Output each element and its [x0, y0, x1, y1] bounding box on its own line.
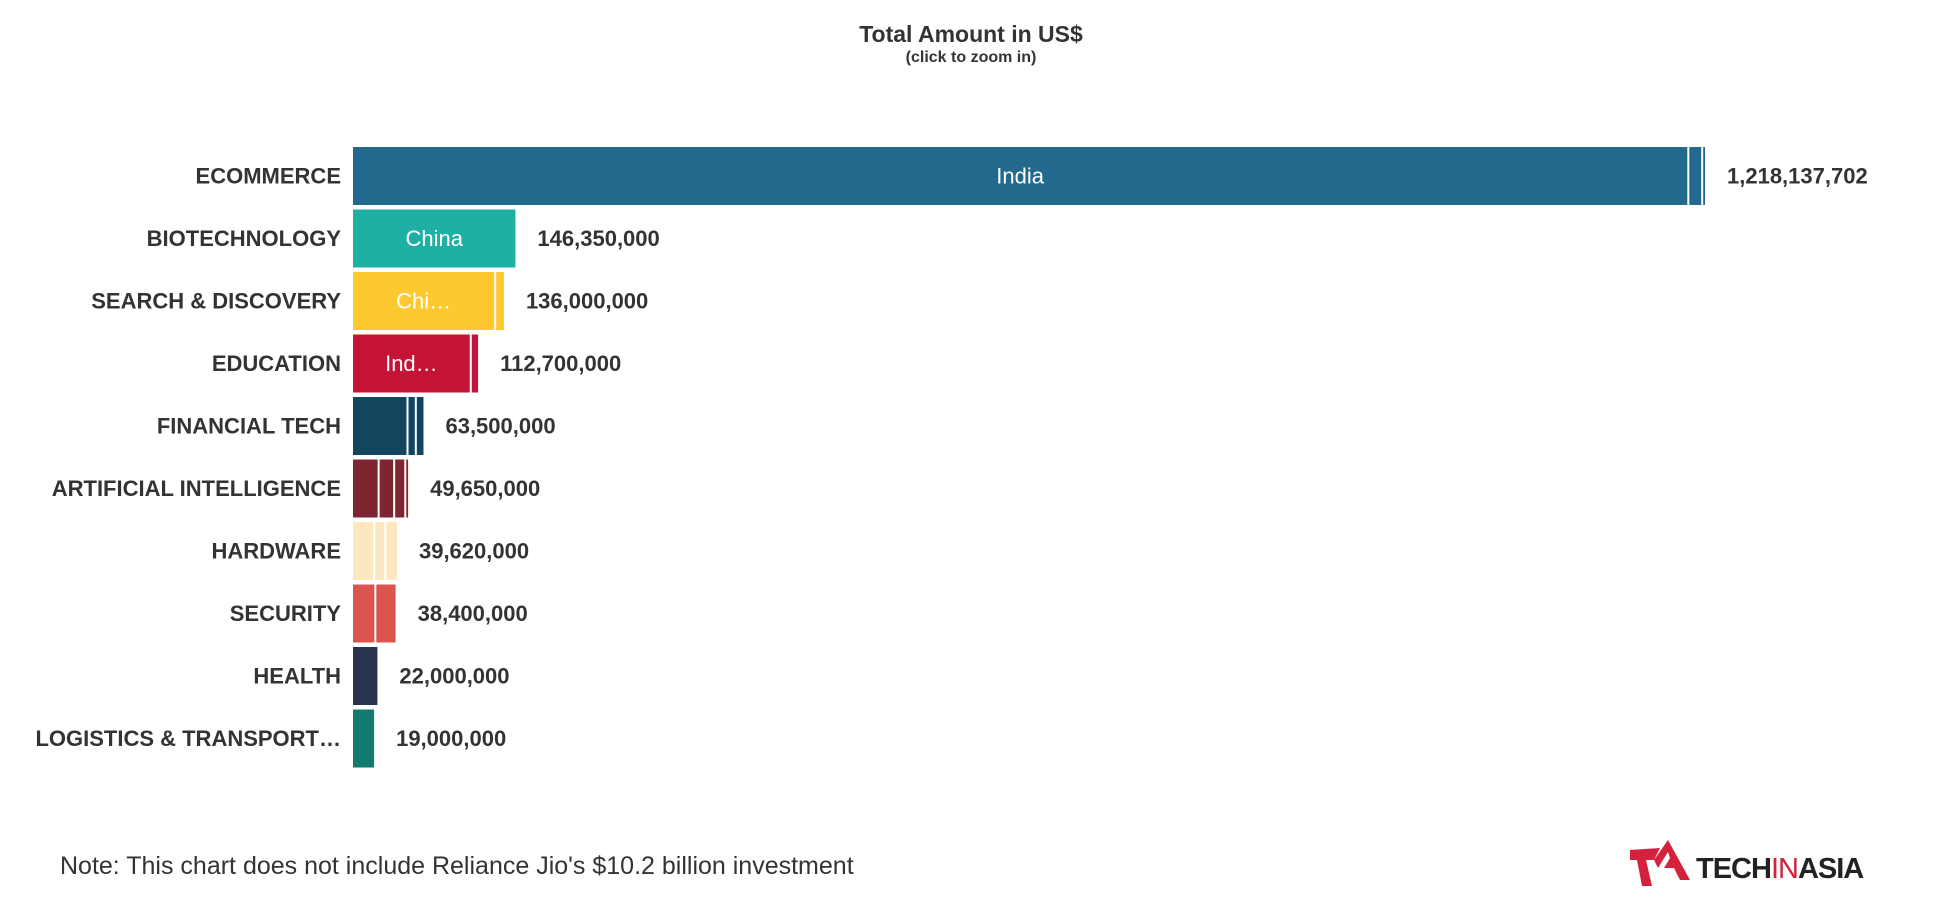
bar-row[interactable]: HARDWARE 39,620,000 — [211, 522, 529, 580]
techinasia-logo: TECHINASIA — [1630, 840, 1865, 886]
zoom-hint[interactable]: (click to zoom in) — [905, 49, 1037, 66]
logo-asia: ASIA — [1798, 853, 1864, 885]
svg-text:TECHINASIA: TECHINASIA — [1696, 853, 1864, 885]
bar-segment[interactable] — [376, 584, 396, 643]
segment-label: Chi… — [396, 289, 451, 314]
chart-title: Total Amount in US$ — [859, 21, 1083, 47]
bar-segment[interactable] — [1703, 147, 1705, 205]
bar-row[interactable]: ECOMMERCE India 1,218,137,702 — [196, 147, 1868, 205]
segment-label: India — [996, 164, 1044, 189]
total-value-label: 22,000,000 — [399, 664, 509, 689]
bar-segment[interactable] — [416, 397, 424, 455]
category-label: SECURITY — [230, 601, 342, 626]
total-value-label: 38,400,000 — [418, 601, 528, 626]
total-value-label: 39,620,000 — [419, 539, 529, 564]
segment-label: Ind… — [385, 351, 438, 376]
bar-segment[interactable] — [353, 709, 375, 768]
total-value-label: 63,500,000 — [445, 414, 555, 439]
total-value-label: 1,218,137,702 — [1727, 164, 1868, 189]
total-value-label: 49,650,000 — [430, 476, 540, 501]
bar-segment[interactable] — [353, 397, 407, 455]
bar-chart[interactable]: ECOMMERCE India 1,218,137,702 BIOTECHNOLOGY… — [0, 0, 1942, 800]
category-label: ECOMMERCE — [196, 164, 341, 189]
total-value-label: 136,000,000 — [526, 289, 648, 314]
bar-segment[interactable] — [496, 272, 504, 330]
category-label: LOGISTICS & TRANSPORT… — [35, 726, 341, 751]
bar-segment[interactable] — [353, 334, 470, 393]
techinasia-logo-mark-icon — [1630, 840, 1690, 886]
bar-segment[interactable] — [353, 584, 375, 643]
bar-segment[interactable] — [406, 459, 409, 518]
category-label: BIOTECHNOLOGY — [147, 226, 342, 251]
bar-segment[interactable] — [386, 522, 397, 580]
logo-tech: TECH — [1696, 853, 1771, 885]
bar-segment[interactable] — [353, 459, 378, 518]
bar-segment[interactable] — [353, 147, 1688, 205]
bar-segment[interactable] — [353, 272, 495, 330]
footnote: Note: This chart does not include Relian… — [60, 852, 854, 880]
bar-segment[interactable] — [1689, 147, 1702, 205]
bar-row[interactable]: LOGISTICS & TRANSPORT… 19,000,000 — [35, 709, 506, 768]
bar-segment[interactable] — [395, 459, 405, 518]
bar-row[interactable]: SEARCH & DISCOVERY Chi… 136,000,000 — [91, 272, 648, 330]
category-label: EDUCATION — [212, 351, 341, 376]
bar-segment[interactable] — [379, 459, 394, 518]
total-value-label: 112,700,000 — [500, 351, 621, 376]
category-label: HEALTH — [253, 664, 341, 689]
total-value-label: 19,000,000 — [396, 726, 506, 751]
segment-label: China — [405, 226, 463, 251]
logo-in: IN — [1771, 853, 1798, 885]
bar-row[interactable]: SECURITY 38,400,000 — [230, 584, 528, 643]
bar-row[interactable]: ARTIFICIAL INTELLIGENCE 49,650,000 — [52, 459, 540, 518]
bar-segment[interactable] — [408, 397, 415, 455]
total-value-label: 146,350,000 — [537, 226, 659, 251]
bar-row[interactable]: FINANCIAL TECH 63,500,000 — [157, 397, 556, 455]
bar-segment[interactable] — [353, 209, 516, 268]
bar-row[interactable]: HEALTH 22,000,000 — [253, 647, 510, 705]
chart-header: Total Amount in US$ (click to zoom in) — [0, 20, 1942, 68]
category-label: HARDWARE — [211, 539, 341, 564]
bar-row[interactable]: BIOTECHNOLOGY China 146,350,000 — [147, 209, 660, 268]
bar-segment[interactable] — [353, 647, 378, 705]
category-label: ARTIFICIAL INTELLIGENCE — [52, 476, 341, 501]
category-label: FINANCIAL TECH — [157, 414, 341, 439]
bar-row[interactable]: EDUCATION Ind… 112,700,000 — [212, 334, 621, 393]
bar-segment[interactable] — [375, 522, 385, 580]
bar-segment[interactable] — [471, 334, 479, 393]
bar-segment[interactable] — [353, 522, 374, 580]
category-label: SEARCH & DISCOVERY — [91, 289, 341, 314]
